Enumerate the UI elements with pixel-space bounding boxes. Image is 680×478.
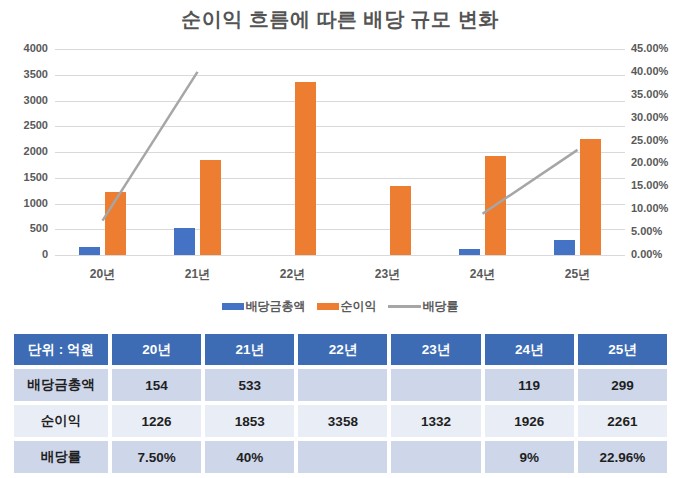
table-header-y22: 22년: [298, 334, 387, 365]
dividend-total-swatch-icon: [222, 303, 244, 310]
row-label-dividend-rate: 배당률: [14, 441, 108, 473]
table-header-y21: 21년: [205, 334, 294, 365]
dividend-rate-swatch-icon: [388, 305, 421, 308]
data-table: 단위 : 억원 20년 21년 22년 23년 24년 25년 배당금총액 15…: [10, 330, 671, 477]
legend-item-dividend-rate: 배당률: [388, 298, 459, 315]
cell-dividend-22: [298, 369, 387, 401]
cell-netincome-23: 1332: [391, 405, 480, 437]
cell-netincome-24: 1926: [485, 405, 574, 437]
net-income-swatch-icon: [317, 303, 339, 310]
legend-item-dividend-total: 배당금총액: [222, 298, 306, 315]
dividend-report: 순이익 흐름에 따른 배당 규모 변화 05001000150020002500…: [0, 0, 680, 478]
cell-rate-22: [298, 441, 387, 473]
table-row-net-income: 순이익 1226 1853 3358 1332 1926 2261: [14, 405, 667, 437]
cell-rate-24: 9%: [485, 441, 574, 473]
legend-label-dividend-rate: 배당률: [423, 298, 459, 315]
table-header-y24: 24년: [485, 334, 574, 365]
table-header-y23: 23년: [391, 334, 480, 365]
cell-rate-20: 7.50%: [112, 441, 201, 473]
cell-netincome-25: 2261: [578, 405, 667, 437]
cell-rate-21: 40%: [205, 441, 294, 473]
table-header-y20: 20년: [112, 334, 201, 365]
table-header-row: 단위 : 억원 20년 21년 22년 23년 24년 25년: [14, 334, 667, 365]
cell-dividend-21: 533: [205, 369, 294, 401]
table-row-dividend-rate: 배당률 7.50% 40% 9% 22.96%: [14, 441, 667, 473]
legend-label-net-income: 순이익: [341, 298, 377, 315]
cell-netincome-21: 1853: [205, 405, 294, 437]
cell-rate-25: 22.96%: [578, 441, 667, 473]
cell-dividend-24: 119: [485, 369, 574, 401]
table-header-y25: 25년: [578, 334, 667, 365]
cell-dividend-23: [391, 369, 480, 401]
chart-legend: 배당금총액 순이익 배당률: [0, 298, 680, 315]
cell-dividend-20: 154: [112, 369, 201, 401]
cell-rate-23: [391, 441, 480, 473]
row-label-net-income: 순이익: [14, 405, 108, 437]
table-header-unit: 단위 : 억원: [14, 334, 108, 365]
cell-dividend-25: 299: [578, 369, 667, 401]
cell-netincome-22: 3358: [298, 405, 387, 437]
cell-netincome-20: 1226: [112, 405, 201, 437]
combo-chart: 순이익 흐름에 따른 배당 규모 변화 05001000150020002500…: [0, 0, 680, 325]
table-row-dividend-total: 배당금총액 154 533 119 299: [14, 369, 667, 401]
legend-item-net-income: 순이익: [317, 298, 377, 315]
dividend-rate-line: [0, 0, 680, 325]
row-label-dividend-total: 배당금총액: [14, 369, 108, 401]
legend-label-dividend-total: 배당금총액: [246, 298, 306, 315]
